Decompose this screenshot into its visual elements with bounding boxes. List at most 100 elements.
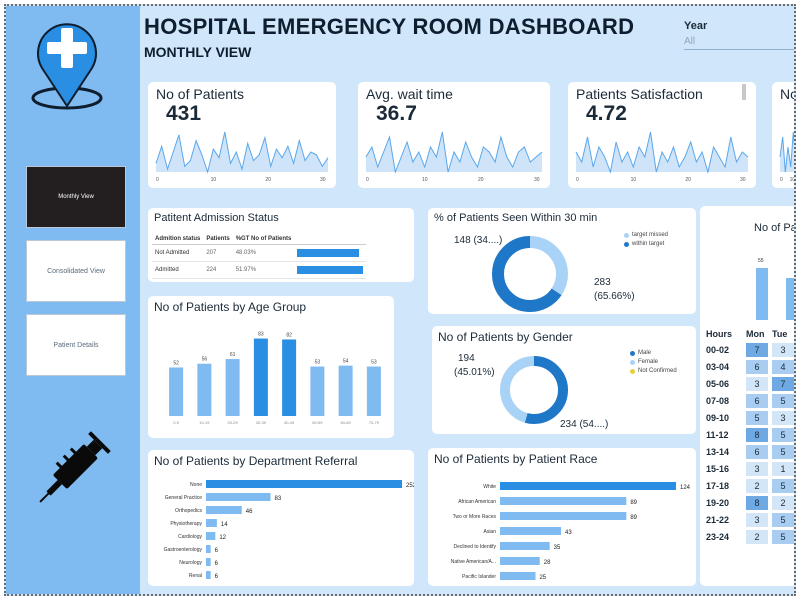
heatmap-cell[interactable]: 2 — [772, 496, 794, 510]
nav-patient-details-button[interactable]: Patient Details — [26, 314, 126, 376]
kpi-card-satisfaction: Patients Satisfaction 4.72 0 10 20 30 — [568, 82, 756, 188]
patient-race-title: No of Patients by Patient Race — [434, 452, 598, 466]
bar-value-label: 6 — [215, 574, 219, 580]
heatmap-cell[interactable]: 8 — [746, 428, 768, 442]
bar-value-label: 14 — [221, 522, 228, 528]
age-bar[interactable] — [338, 365, 353, 416]
heatmap-cell[interactable]: 5 — [772, 428, 794, 442]
h-bar[interactable] — [206, 558, 211, 566]
heatmap-row[interactable]: 11-12 8 5 — [706, 427, 794, 443]
heatmap-cell[interactable]: 6 — [746, 394, 768, 408]
heatmap-row[interactable]: 21-22 3 5 — [706, 512, 794, 528]
h-bar[interactable] — [206, 519, 217, 527]
heatmap-row[interactable]: 17-18 2 5 — [706, 478, 794, 494]
legend-item: target missed — [624, 232, 668, 238]
heatmap-row[interactable]: 09-10 5 3 — [706, 410, 794, 426]
bar-category-label: African American — [458, 499, 496, 505]
bar-category-label: Gastroenterology — [164, 547, 203, 553]
heatmap-cell[interactable]: 6 — [746, 360, 768, 374]
hospital-location-logo-icon — [31, 23, 103, 110]
age-bar[interactable] — [197, 363, 212, 416]
table-row[interactable]: Admitted 224 51.97% — [152, 261, 367, 279]
h-bar[interactable] — [206, 545, 211, 553]
heatmap-cell[interactable]: 5 — [746, 411, 768, 425]
heatmap-cell[interactable]: 1 — [772, 462, 794, 476]
heatmap-cell[interactable]: 8 — [746, 496, 768, 510]
age-tick-label: 60-69 — [341, 420, 352, 425]
heatmap-cell[interactable]: 4 — [772, 360, 794, 374]
age-bar[interactable] — [169, 367, 184, 416]
patients-cell: 207 — [203, 244, 233, 262]
h-bar[interactable] — [500, 527, 562, 535]
heatmap-cell[interactable]: 7 — [746, 343, 768, 357]
h-bar[interactable] — [500, 557, 540, 565]
gender-donut — [500, 356, 568, 424]
heatmap-cell[interactable]: 5 — [772, 479, 794, 493]
header: HOSPITAL EMERGENCY ROOM DASHBOARD MONTHL… — [140, 6, 794, 70]
heatmap-row[interactable]: 15-16 3 1 — [706, 461, 794, 477]
heatmap-row[interactable]: 03-04 6 4 — [706, 359, 794, 375]
heatmap-cell[interactable]: 6 — [746, 445, 768, 459]
page-title: HOSPITAL EMERGENCY ROOM DASHBOARD — [144, 14, 635, 39]
h-bar[interactable] — [500, 542, 550, 550]
donut-slice[interactable] — [500, 356, 568, 424]
age-bar[interactable] — [253, 338, 268, 416]
heatmap-cell[interactable]: 5 — [772, 445, 794, 459]
heatmap-row[interactable]: 23-24 2 5 — [706, 529, 794, 545]
table-row[interactable]: Not Admitted 207 48.03% — [152, 244, 367, 262]
heatmap-cell[interactable]: 3 — [746, 377, 768, 391]
kpi-card-partial: No o 0 10 — [772, 82, 794, 188]
h-bar[interactable] — [206, 493, 271, 501]
age-bar[interactable] — [366, 366, 381, 416]
h-bar[interactable] — [500, 572, 536, 580]
sparkline-line — [365, 131, 543, 174]
heatmap-cell[interactable]: 5 — [772, 394, 794, 408]
donut-slice[interactable] — [500, 356, 568, 424]
h-bar[interactable] — [500, 512, 627, 520]
heatmap-cell[interactable]: 3 — [772, 411, 794, 425]
h-bar[interactable] — [500, 497, 627, 505]
heatmap-cell[interactable]: 3 — [746, 513, 768, 527]
heatmap-cell[interactable]: 2 — [746, 530, 768, 544]
h-bar[interactable] — [206, 532, 216, 540]
heatmap-cell[interactable]: 3 — [746, 462, 768, 476]
nav-consolidated-view-button[interactable]: Consolidated View — [26, 240, 126, 302]
age-group-card: No of Patients by Age Group 52 0-9 56 10-19… — [148, 296, 394, 438]
heatmap-cell[interactable]: 7 — [772, 377, 794, 391]
sparkline-tick-label: 20 — [478, 177, 484, 182]
sparkline-tick-label: 20 — [685, 177, 691, 182]
admission-status-cell: Admitted — [152, 261, 204, 279]
legend-dot — [630, 350, 635, 356]
bar-category-label: Cardiology — [178, 534, 202, 540]
nav-monthly-view-button[interactable]: Monthly View — [26, 166, 126, 228]
age-bar[interactable] — [225, 359, 240, 416]
heatmap-row[interactable]: 13-14 6 5 — [706, 444, 794, 460]
year-slicer-dropdown[interactable]: All — [684, 36, 794, 50]
seen-within-30-legend: target missed within target — [624, 232, 668, 250]
table-header: Hours — [706, 329, 733, 339]
h-bar[interactable] — [206, 571, 211, 579]
admission-status-table: Admition status Patients %GT No of Patie… — [152, 234, 367, 279]
age-tick-label: 40-49 — [284, 420, 295, 425]
gender-title: No of Patients by Gender — [438, 330, 573, 344]
year-slicer[interactable]: Year All — [684, 20, 794, 50]
kpi-scrollbar[interactable] — [742, 84, 746, 100]
heatmap-row[interactable]: 19-20 8 2 — [706, 495, 794, 511]
weekday-bar-label: 55 — [758, 258, 764, 264]
donut-slice[interactable] — [492, 236, 568, 312]
h-bar[interactable] — [206, 506, 242, 514]
heatmap-row[interactable]: 05-06 3 7 — [706, 376, 794, 392]
age-bar[interactable] — [282, 339, 297, 416]
heatmap-cell[interactable]: 5 — [772, 530, 794, 544]
legend-item: within target — [624, 241, 668, 247]
legend-label: Not Confirmed — [638, 368, 677, 374]
age-bar[interactable] — [310, 366, 325, 416]
heatmap-row[interactable]: 07-08 6 5 — [706, 393, 794, 409]
h-bar[interactable] — [206, 480, 402, 488]
h-bar[interactable] — [500, 482, 676, 490]
heatmap-cell[interactable]: 2 — [746, 479, 768, 493]
heatmap-row[interactable]: 00-02 7 3 — [706, 342, 794, 358]
heatmap-cell[interactable]: 5 — [772, 513, 794, 527]
heatmap-hour-label: 03-04 — [706, 362, 730, 372]
heatmap-cell[interactable]: 3 — [772, 343, 794, 357]
